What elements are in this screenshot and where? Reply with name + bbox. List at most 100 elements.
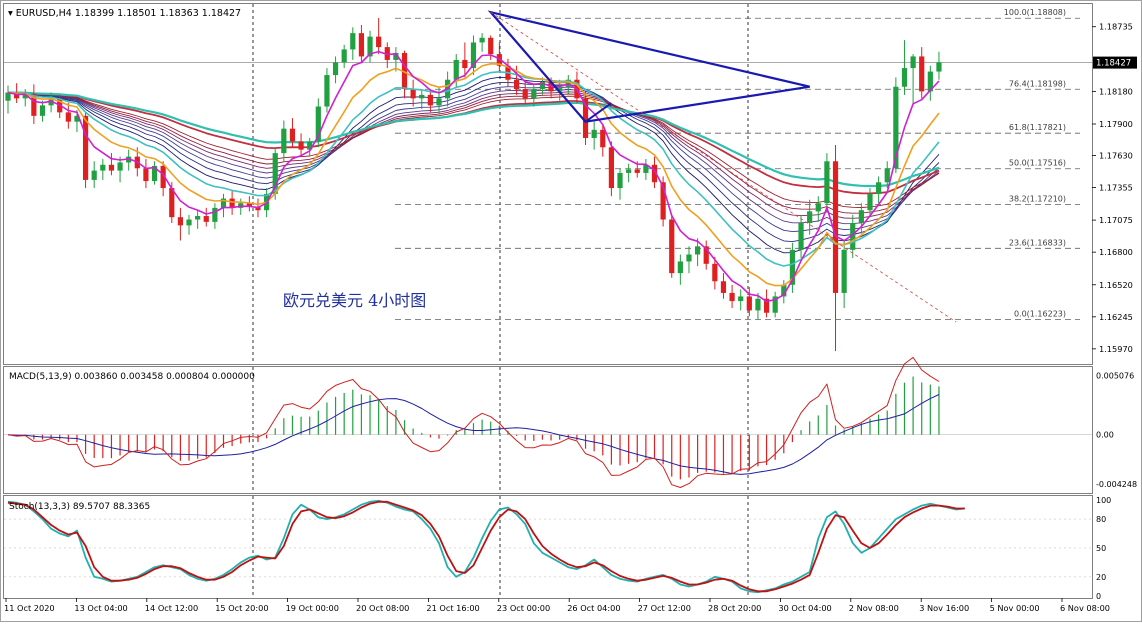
candle-body xyxy=(177,217,183,226)
candle-body xyxy=(729,292,735,302)
candle-body xyxy=(660,182,666,220)
candle-body xyxy=(195,216,201,220)
candle-body xyxy=(281,128,287,154)
candle-body xyxy=(893,86,899,169)
candle-body xyxy=(686,254,692,262)
candle-body xyxy=(315,106,321,142)
candle-body xyxy=(117,162,123,171)
stoch-d-line xyxy=(7,500,965,593)
time-axis-label: 11 Oct 2020 xyxy=(4,603,55,613)
fib-level-label: 23.6(1.16833) xyxy=(1009,238,1066,247)
candle-body xyxy=(39,105,46,116)
symbol-header: ▾ EURUSD,H4 1.18399 1.18501 1.18363 1.18… xyxy=(8,8,241,19)
candle-body xyxy=(695,246,701,255)
macd-pane xyxy=(3,366,1093,494)
candle-body xyxy=(703,246,709,264)
candle-body xyxy=(789,249,796,285)
candle-body xyxy=(677,261,683,274)
candle-body xyxy=(643,164,649,173)
candle-body xyxy=(557,86,563,92)
candle-body xyxy=(858,210,864,224)
candle-body xyxy=(14,92,20,99)
candle-body xyxy=(5,92,11,101)
candle-body xyxy=(936,62,942,72)
time-axis-label: 30 Oct 04:00 xyxy=(778,603,831,613)
candle-body xyxy=(91,170,97,180)
candle-body xyxy=(617,172,623,189)
time-axis-label: 13 Oct 04:00 xyxy=(74,603,127,613)
candle-body xyxy=(669,219,675,274)
candle-body xyxy=(470,42,477,69)
candle-body xyxy=(850,223,856,250)
candle-body xyxy=(832,161,839,293)
time-axis-label: 23 Oct 00:00 xyxy=(497,603,550,613)
candle-body xyxy=(513,79,520,90)
time-axis-label: 19 Oct 00:00 xyxy=(286,603,339,613)
candle-body xyxy=(151,165,158,182)
candle-body xyxy=(651,164,658,183)
candle-body xyxy=(220,198,227,208)
candle-body xyxy=(781,284,787,297)
candle-body xyxy=(384,47,390,60)
time-axis-label: 14 Oct 12:00 xyxy=(145,603,198,613)
candle-body xyxy=(203,216,209,222)
candle-body xyxy=(488,37,494,55)
price-axis-label: 1.17630 xyxy=(1099,150,1133,160)
macd-label: MACD(5,13,9) 0.003860 0.003458 0.000804 … xyxy=(9,372,255,382)
candle-body xyxy=(496,54,502,66)
candle-body xyxy=(376,36,382,48)
macd-axis-label: 0.00 xyxy=(1096,431,1114,440)
candle-body xyxy=(427,94,433,106)
time-axis-label: 6 Nov 08:00 xyxy=(1060,603,1110,613)
candle-body xyxy=(910,56,916,69)
candle-body xyxy=(246,203,252,207)
candle-body xyxy=(22,93,28,99)
candle-body xyxy=(600,129,606,148)
candle-body xyxy=(755,298,761,311)
candle-body xyxy=(626,169,632,173)
candle-body xyxy=(798,223,804,250)
candle-body xyxy=(462,59,468,69)
candle-body xyxy=(591,129,597,138)
macd-signal-line xyxy=(7,394,940,475)
ribbon-ma-line xyxy=(7,92,940,214)
price-pane xyxy=(3,3,1093,365)
ribbon-ma-line xyxy=(7,86,940,233)
candle-body xyxy=(565,79,571,87)
fib-level-label: 76.4(1.18198) xyxy=(1009,79,1066,88)
stoch-label: Stoch(13,3,3) 89.5707 88.3365 xyxy=(9,502,150,512)
candle-body xyxy=(522,89,528,99)
candle-body xyxy=(410,89,416,99)
candle-body xyxy=(738,296,744,302)
ribbon-ma-line xyxy=(7,89,940,225)
candle-body xyxy=(807,211,813,224)
ribbon-ma-line xyxy=(7,81,940,243)
candle-body xyxy=(307,141,313,150)
candle-body xyxy=(919,56,925,92)
candle-body xyxy=(74,115,80,122)
stoch-axis-label: 80 xyxy=(1096,515,1106,524)
macd-main-line xyxy=(7,356,940,488)
macd-axis-label: 0.005076 xyxy=(1096,371,1134,380)
candle-body xyxy=(358,33,365,57)
candle-body xyxy=(401,52,408,90)
candle-body xyxy=(479,37,485,43)
candle-body xyxy=(824,161,830,204)
candle-body xyxy=(884,168,890,183)
candle-body xyxy=(927,71,933,92)
time-axis-label: 27 Oct 12:00 xyxy=(638,603,691,613)
time-axis-label: 28 Oct 20:00 xyxy=(708,603,761,613)
ribbon-ma-line xyxy=(7,76,940,254)
candle-body xyxy=(367,36,373,57)
candle-body xyxy=(634,169,640,173)
stoch-axis-label: 50 xyxy=(1096,544,1106,553)
candle-body xyxy=(100,164,106,171)
candle-body xyxy=(298,141,304,150)
macd-axis-label: -0.004248 xyxy=(1096,480,1137,489)
candle-body xyxy=(324,75,330,107)
stoch-pane xyxy=(3,495,1093,599)
price-axis-label: 1.16800 xyxy=(1099,247,1133,257)
mid-ma-line xyxy=(7,62,940,287)
